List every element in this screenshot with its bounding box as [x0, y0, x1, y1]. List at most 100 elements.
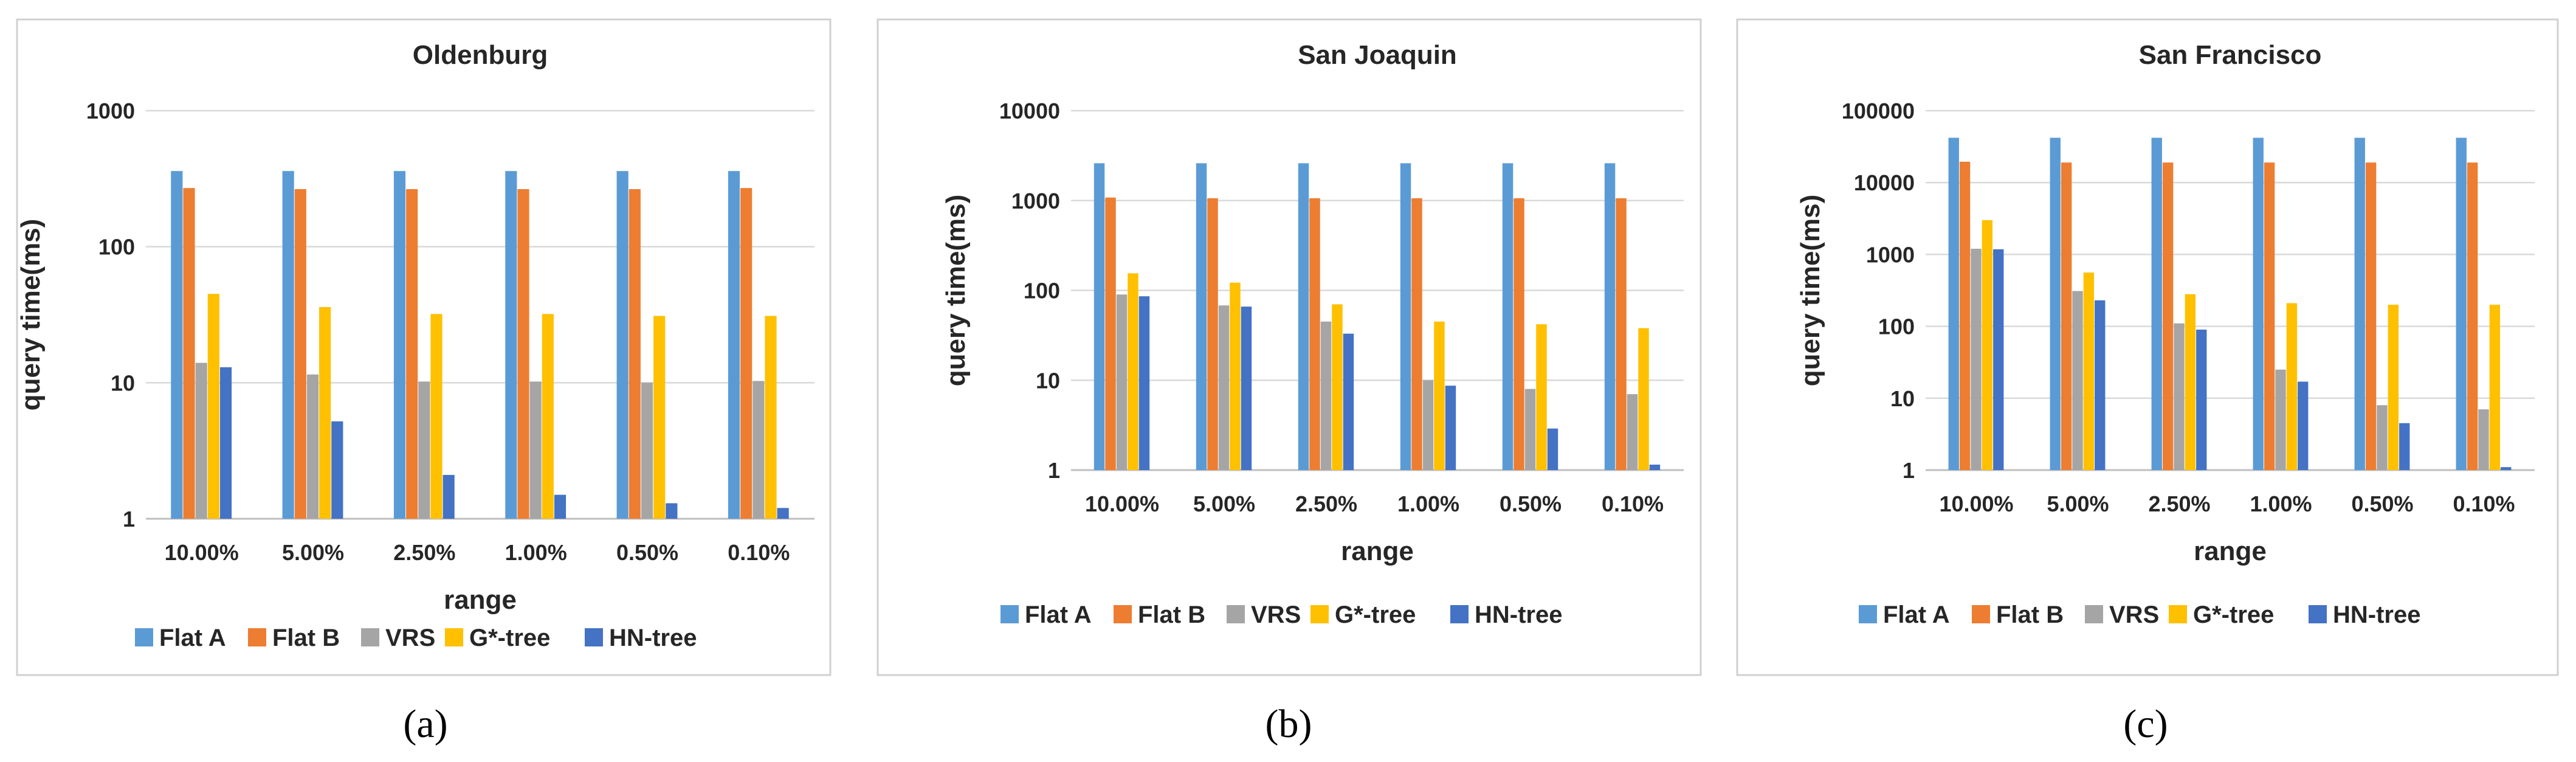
bar-flat-a-4	[505, 171, 517, 519]
bar-flat-a-1	[1093, 163, 1105, 470]
y-tick-label: 1000	[1011, 189, 1060, 213]
y-axis-label: query time(ms)	[1796, 195, 1825, 386]
bar-g-tree-4	[542, 314, 554, 519]
bar-hn-tree-4	[1445, 386, 1456, 470]
bar-vrs-2	[2072, 291, 2083, 470]
legend-label: VRS	[385, 625, 435, 651]
bar-flat-b-5	[2365, 162, 2377, 470]
legend-label: HN-tree	[609, 625, 697, 651]
legend-swatch-vrs	[361, 628, 379, 646]
bar-hn-tree-5	[2399, 423, 2410, 470]
bar-flat-a-5	[1502, 163, 1514, 470]
bar-g-tree-5	[2388, 305, 2399, 470]
legend-swatch-g-tree	[2169, 605, 2187, 623]
legend-swatch-hn-tree	[2309, 605, 2327, 623]
chart-title: San Joaquin	[1298, 40, 1457, 70]
panel-frame	[876, 18, 1702, 676]
legend-label: VRS	[2109, 601, 2159, 628]
legend-swatch-flat-b	[248, 628, 266, 646]
x-axis-label: range	[444, 585, 517, 615]
legend-swatch-flat-b	[1114, 605, 1132, 623]
bar-flat-b-5	[629, 189, 641, 519]
y-axis-label: query time(ms)	[941, 195, 971, 386]
bar-g-tree-6	[765, 316, 777, 519]
bar-vrs-3	[418, 381, 430, 519]
bar-g-tree-2	[2083, 272, 2095, 470]
bar-flat-a-5	[2354, 137, 2365, 471]
legend-label: Flat B	[272, 625, 340, 651]
bar-flat-a-1	[1948, 137, 1959, 471]
bar-flat-a-4	[2253, 137, 2264, 471]
legend-label: VRS	[1251, 601, 1301, 628]
x-tick-label: 2.50%	[1295, 491, 1357, 516]
legend-label: Flat A	[1883, 601, 1950, 628]
bar-flat-b-1	[183, 188, 195, 519]
bar-g-tree-4	[1434, 321, 1445, 470]
bar-flat-b-4	[2264, 162, 2275, 470]
x-tick-label: 2.50%	[2148, 491, 2210, 516]
legend-swatch-g-tree	[1310, 605, 1329, 623]
bar-flat-b-2	[294, 189, 306, 519]
legend-label: HN-tree	[1475, 601, 1562, 628]
x-tick-label: 1.00%	[1397, 491, 1459, 516]
bar-flat-b-4	[1411, 198, 1422, 470]
bar-hn-tree-1	[1138, 296, 1150, 470]
bar-hn-tree-3	[2196, 330, 2207, 470]
bar-flat-a-5	[616, 171, 629, 519]
chart-panel-oldenburg: Oldenburg 1 10 100 1000 query time(ms) 10.00% 5…	[16, 18, 832, 676]
x-tick-label: 0.10%	[1602, 491, 1664, 516]
caption: (a)	[403, 702, 447, 746]
legend-label: Flat B	[1996, 601, 2064, 628]
bar-g-tree-2	[319, 307, 331, 519]
bar-vrs-4	[529, 381, 542, 519]
bar-flat-b-3	[1309, 198, 1320, 470]
bar-g-tree-3	[2185, 294, 2196, 470]
legend-swatch-g-tree	[445, 628, 463, 646]
legend-swatch-flat-a	[135, 628, 153, 646]
legend: Flat A Flat B VRS G*-tree HN-tree	[135, 625, 697, 651]
bar-vrs-5	[2377, 405, 2388, 470]
x-tick-label: 5.00%	[2047, 491, 2109, 516]
x-tick-label: 0.10%	[2453, 491, 2515, 516]
y-tick-label: 10000	[1854, 170, 1915, 195]
bar-g-tree-3	[1332, 304, 1343, 470]
x-tick-label: 2.50%	[393, 540, 455, 565]
bar-flat-a-6	[1604, 163, 1616, 470]
bar-hn-tree-5	[1547, 428, 1558, 470]
x-axis-label: range	[2194, 536, 2267, 566]
panel-frame	[1736, 18, 2559, 676]
bar-flat-b-1	[1105, 197, 1116, 470]
bar-flat-a-6	[2456, 137, 2467, 471]
legend-label: Flat A	[1025, 601, 1092, 628]
bar-hn-tree-4	[554, 494, 567, 519]
y-tick-label: 1000	[86, 99, 135, 123]
legend: Flat A Flat B VRS G*-tree HN-tree	[1000, 601, 1562, 628]
bar-flat-b-6	[2467, 162, 2478, 470]
bar-flat-b-6	[740, 188, 752, 519]
legend-swatch-vrs	[1227, 605, 1245, 623]
bar-vrs-1	[1116, 294, 1128, 470]
legend-label: HN-tree	[2333, 601, 2420, 628]
bar-vrs-6	[752, 381, 765, 519]
bar-vrs-5	[641, 383, 653, 519]
bar-flat-a-3	[1298, 163, 1309, 470]
caption: (b)	[1266, 702, 1312, 746]
legend: Flat A Flat B VRS G*-tree HN-tree	[1859, 601, 2420, 628]
y-tick-label: 10	[1036, 368, 1060, 393]
bar-hn-tree-1	[1993, 249, 2004, 470]
y-tick-label: 1000	[1866, 242, 1915, 267]
y-tick-label: 10	[1890, 386, 1915, 411]
bar-g-tree-6	[1638, 328, 1649, 470]
bar-hn-tree-1	[219, 367, 232, 519]
x-tick-label: 10.00%	[1939, 491, 2013, 516]
bar-hn-tree-6	[2501, 467, 2512, 470]
bar-g-tree-3	[430, 314, 443, 519]
bar-vrs-4	[1422, 380, 1434, 470]
bar-hn-tree-3	[1343, 333, 1354, 470]
bar-vrs-1	[1971, 249, 1982, 470]
bar-flat-a-1	[171, 171, 183, 519]
bar-vrs-1	[195, 362, 207, 519]
bar-flat-a-4	[1400, 163, 1411, 470]
legend-label: Flat A	[159, 625, 226, 651]
